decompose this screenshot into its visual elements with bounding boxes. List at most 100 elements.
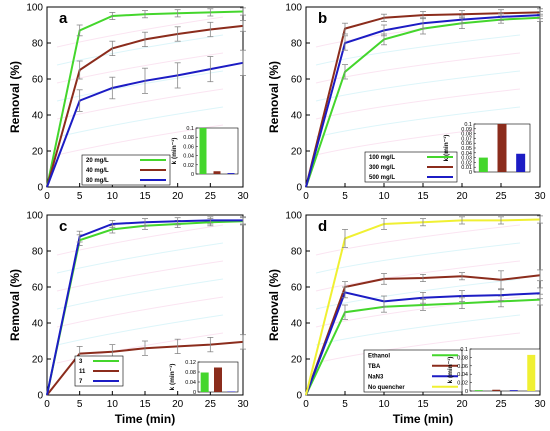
inset-y-tick-label: 0.06 (457, 364, 468, 370)
inset-bar (492, 389, 501, 391)
legend-label: 20 mg/L (86, 158, 109, 164)
x-tick-label: 10 (107, 399, 119, 410)
x-tick-label: 15 (139, 191, 151, 202)
inset-bar (474, 390, 483, 391)
inset-y-tick-label: 0.09 (461, 127, 472, 133)
legend: 20 mg/L 40 mg/L 80 mg/L (81, 154, 171, 186)
inset-y-tick-label: 0 (469, 170, 472, 176)
x-axis-label: Time (min) (393, 412, 453, 426)
texture-streak (315, 34, 521, 66)
inset-y-tick-label: 0 (193, 390, 196, 396)
inset-y-tick-label: 0.06 (461, 141, 472, 147)
series-1 (46, 334, 246, 396)
x-tick-label: 25 (495, 399, 507, 410)
inset-y-axis-label: k (min⁻¹) (169, 364, 176, 391)
legend-box (363, 349, 463, 393)
y-axis-label: Removal (%) (8, 269, 22, 341)
inset-y-tick-label: 0.02 (457, 381, 468, 387)
legend-label: 11 (79, 369, 86, 375)
series-2 (305, 286, 543, 396)
inset-bar (213, 171, 221, 174)
inset-y-tick-label: 0.04 (185, 380, 196, 386)
inset-bar-chart: 0 0.04 0.08 0.12 k (min⁻¹) (169, 360, 239, 396)
texture-streak (56, 260, 224, 292)
x-tick-label: 10 (378, 399, 390, 410)
inset-bar (478, 157, 488, 172)
inset-y-tick-label: 0.1 (186, 126, 194, 132)
inset-bar-chart: 0 0.02 0.04 0.06 0.08 0.1 k (min⁻¹) (447, 347, 541, 395)
inset-bar-chart: 00.010.020.030.040.050.060.070.080.090.1… (443, 122, 531, 176)
x-tick-label: 15 (417, 191, 429, 202)
legend-label: Ethanol (368, 353, 390, 359)
legend-label: NaN3 (368, 374, 384, 380)
legend-label: 7 (79, 379, 83, 385)
inset-y-tick-label: 0.08 (183, 135, 194, 141)
texture-streak (315, 52, 521, 84)
legend-label: 100 mg/L (369, 155, 395, 161)
y-tick-label: 80 (291, 247, 303, 258)
x-tick-label: 30 (534, 191, 546, 202)
texture-streak (56, 224, 224, 256)
inset-y-axis-label: k (min⁻¹) (447, 357, 454, 384)
series-2 (46, 216, 246, 396)
series-3 (305, 215, 543, 396)
texture-streak (56, 296, 224, 328)
inset-y-tick-label: 0.05 (461, 146, 472, 152)
legend-label: 3 (79, 359, 83, 365)
y-tick-label: 40 (32, 319, 44, 330)
texture-streak (315, 224, 521, 256)
inset-y-tick-label: 0.04 (183, 154, 194, 160)
panel-b: 0 5 10 15 20 25 30 0 20 40 60 80 100 Removal (%) b 100 … (267, 3, 546, 203)
y-axis-label: Removal (%) (8, 61, 22, 133)
inset-y-tick-label: 0.02 (183, 163, 194, 169)
x-axis-label: Time (min) (115, 412, 175, 426)
series-2 (46, 49, 246, 188)
legend: Ethanol TBA NaN3 No quencher (363, 349, 463, 393)
y-tick-label: 100 (285, 211, 302, 222)
legend: 100 mg/L 300 mg/L 500 mg/L (364, 151, 458, 183)
x-tick-label: 0 (303, 399, 309, 410)
y-tick-label: 100 (26, 3, 43, 14)
y-tick-label: 40 (32, 111, 44, 122)
y-tick-label: 20 (291, 147, 303, 158)
inset-bar (199, 128, 207, 174)
inset-bar (527, 354, 536, 391)
inset-y-tick-label: 0.08 (457, 355, 468, 361)
x-tick-label: 20 (456, 399, 468, 410)
x-tick-label: 0 (44, 191, 50, 202)
inset-y-tick-label: 0.02 (461, 160, 472, 166)
panel-label: c (59, 218, 67, 235)
legend-label: 40 mg/L (86, 168, 109, 174)
x-tick-label: 0 (303, 191, 309, 202)
legend-label: 500 mg/L (369, 175, 395, 181)
series-0 (46, 7, 246, 188)
texture-streak (56, 16, 224, 48)
inset-bar (227, 391, 236, 392)
y-tick-label: 100 (285, 3, 302, 14)
texture-streak (56, 70, 224, 102)
y-tick-label: 0 (37, 391, 43, 402)
x-tick-label: 25 (205, 399, 217, 410)
legend-label: 300 mg/L (369, 165, 395, 171)
inset-y-tick-label: 0.12 (185, 360, 196, 366)
x-tick-label: 0 (44, 399, 50, 410)
x-tick-label: 10 (107, 191, 119, 202)
inset-bar (516, 153, 526, 172)
legend-label: 80 mg/L (86, 178, 109, 184)
inset-y-tick-label: 0.07 (461, 136, 472, 142)
x-tick-label: 15 (139, 399, 151, 410)
inset-y-tick-label: 0 (191, 172, 194, 178)
texture-streak (315, 278, 521, 310)
texture-streak (315, 106, 521, 138)
y-tick-label: 0 (296, 391, 302, 402)
x-tick-label: 20 (456, 191, 468, 202)
y-tick-label: 0 (296, 183, 302, 194)
y-tick-label: 20 (291, 355, 303, 366)
legend-label: No quencher (368, 385, 405, 391)
texture-streak (56, 242, 224, 274)
inset-y-tick-label: 0.08 (461, 132, 472, 138)
background-texture (315, 224, 521, 364)
inset-y-tick-label: 0.08 (185, 370, 196, 376)
y-tick-label: 0 (37, 183, 43, 194)
inset-y-tick-label: 0.04 (461, 151, 472, 157)
